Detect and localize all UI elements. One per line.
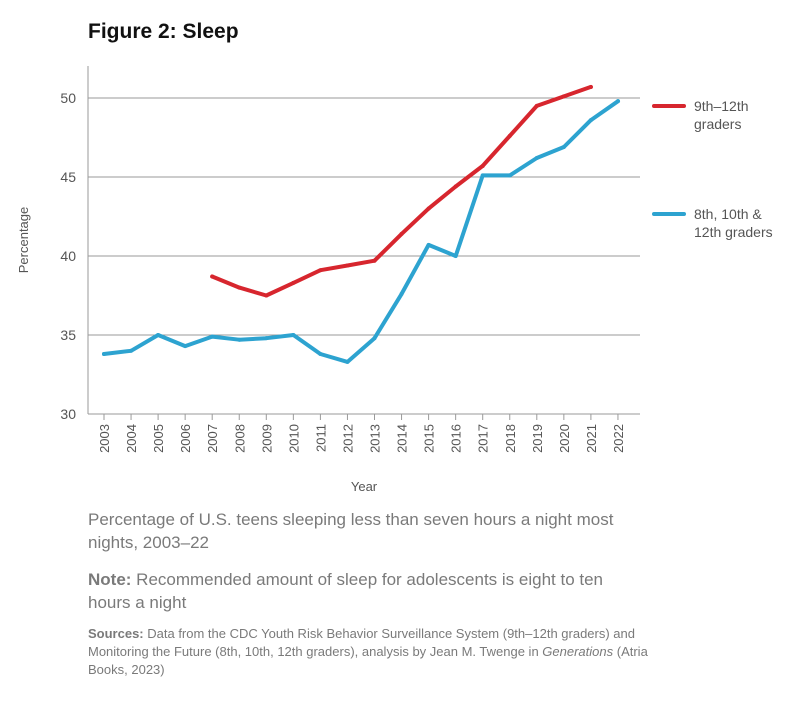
series-8th-10th-12th-point-2006: [183, 344, 188, 349]
series-9th-12th-point-2014: [399, 231, 404, 236]
series-9th-12th-point-2018: [507, 133, 512, 138]
series-8th-10th-12th-point-2004: [129, 348, 134, 353]
x-tick-label-2017: 2017: [476, 424, 491, 453]
x-tick-label-2014: 2014: [395, 424, 410, 453]
chart-sources: Sources: Data from the CDC Youth Risk Be…: [88, 625, 648, 679]
series-8th-10th-12th-point-2014: [399, 291, 404, 296]
x-tick-label-2007: 2007: [205, 424, 220, 453]
series-9th-12th-point-2016: [453, 184, 458, 189]
series-8th-10th-12th-legend-label: 8th, 10th & 12th graders: [694, 206, 773, 240]
x-tick-label-2021: 2021: [584, 424, 599, 453]
note-label: Note:: [88, 570, 132, 589]
series-9th-12th-point-2020: [561, 94, 566, 99]
series-8th-10th-12th-point-2020: [561, 144, 566, 149]
series-9th-12th-point-2015: [426, 206, 431, 211]
x-tick-label-2018: 2018: [503, 424, 518, 453]
x-tick-label-2003: 2003: [97, 424, 112, 453]
x-axis-label: Year: [351, 479, 378, 494]
sources-label: Sources:: [88, 626, 144, 641]
x-tick-label-2016: 2016: [449, 424, 464, 453]
x-tick-label-2020: 2020: [557, 424, 572, 453]
series-8th-10th-12th-point-2016: [453, 254, 458, 258]
x-tick-label-2009: 2009: [259, 424, 274, 453]
series-8th-10th-12th-point-2011: [318, 351, 323, 356]
series-8th-10th-12th-point-2018: [507, 173, 512, 178]
series-8th-10th-12th-point-2003: [102, 351, 106, 356]
series-8th-10th-12th-point-2015: [426, 242, 431, 247]
x-tick-label-2019: 2019: [530, 424, 545, 453]
x-tick-label-2013: 2013: [368, 424, 383, 453]
x-tick-label-2012: 2012: [340, 424, 355, 453]
series-8th-10th-12th-point-2019: [534, 156, 539, 161]
series-9th-12th-point-2013: [372, 258, 377, 263]
series-9th-12th-point-2021: [588, 84, 593, 89]
x-tick-label-2022: 2022: [611, 424, 626, 453]
series-8th-10th-12th-point-2021: [588, 118, 593, 123]
series-8th-10th-12th-line: [102, 99, 620, 364]
series-8th-10th-12th-point-2005: [156, 333, 161, 337]
series-8th-10th-12th-point-2017: [480, 173, 485, 178]
x-tick-label-2010: 2010: [286, 424, 301, 453]
series-8th-10th-12th-point-2009: [264, 336, 269, 341]
note-text: Recommended amount of sleep for adolesce…: [88, 570, 604, 612]
x-tick-label-2015: 2015: [422, 424, 437, 453]
sources-text-before: Data from the CDC Youth Risk Behavior Su…: [88, 626, 635, 659]
series-9th-12th-point-2012: [345, 263, 350, 268]
series-8th-10th-12th-point-2010: [291, 333, 296, 337]
series-9th-12th-point-2009: [264, 293, 269, 298]
series-8th-10th-12th-point-2013: [372, 336, 377, 341]
series-9th-12th-point-2007: [210, 274, 215, 279]
y-tick-label-30: 30: [60, 406, 76, 422]
y-tick-label-40: 40: [60, 248, 76, 264]
x-tick-label-2004: 2004: [124, 424, 139, 453]
x-tick-label-2006: 2006: [178, 424, 193, 453]
series-8th-10th-12th-point-2007: [210, 334, 215, 339]
series-9th-12th-point-2017: [480, 163, 485, 168]
x-tick-label-2011: 2011: [313, 424, 328, 452]
series-9th-12th-point-2010: [291, 280, 296, 285]
x-tick-label-2008: 2008: [232, 424, 247, 453]
series-9th-12th-line: [210, 84, 593, 298]
series-8th-10th-12th-point-2022: [615, 99, 620, 104]
chart-caption: Percentage of U.S. teens sleeping less t…: [88, 510, 614, 552]
chart-title: Figure 2: Sleep: [88, 20, 239, 43]
y-tick-label-45: 45: [60, 169, 76, 185]
series-9th-12th-point-2008: [237, 285, 242, 290]
chart-note: Note: Recommended amount of sleep for ad…: [88, 568, 648, 614]
x-tick-label-2005: 2005: [151, 424, 166, 453]
series-9th-12th-legend-label: 9th–12th graders: [694, 98, 749, 132]
series-8th-10th-12th-point-2008: [237, 337, 242, 342]
sleep-line-chart: 30 35 40 45 50 2003 2004 2005 2006 2007 2008 2009 20…: [16, 66, 773, 494]
series-9th-12th-point-2019: [534, 103, 539, 108]
series-9th-12th-point-2011: [318, 268, 323, 273]
y-tick-label-35: 35: [60, 327, 76, 343]
y-axis-label: Percentage: [16, 207, 31, 274]
sources-text-after: (Atria Books, 2023): [88, 644, 648, 677]
series-8th-10th-12th-point-2012: [345, 359, 350, 364]
sources-book-title: Generations: [542, 644, 614, 659]
y-tick-label-50: 50: [60, 90, 76, 106]
